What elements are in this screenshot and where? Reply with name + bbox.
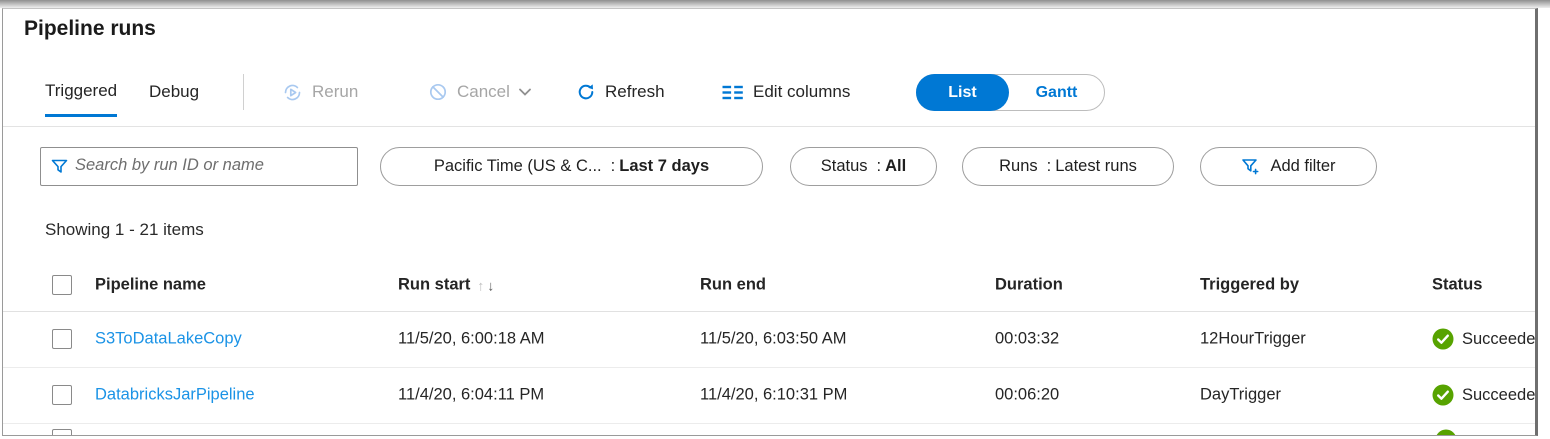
runs-filter[interactable]: Runs : Latest runs (962, 147, 1174, 186)
cancel-icon (429, 83, 447, 101)
succeeded-icon (1436, 429, 1456, 435)
filter-funnel-icon (51, 159, 68, 173)
duration-cell: 00:06:20 (995, 385, 1060, 404)
chevron-down-icon (519, 88, 531, 96)
column-header-label: Status (1432, 275, 1483, 294)
sort-ascending-icon: ↑ (477, 277, 485, 293)
tab-debug-label: Debug (149, 82, 200, 101)
table-row-partial (3, 423, 1535, 435)
rerun-label: Rerun (312, 82, 359, 101)
checkbox (52, 385, 72, 405)
status-cell: Succeeded (1432, 328, 1538, 350)
column-header-run-end[interactable]: Run end (700, 276, 766, 295)
filter-separator: : (610, 157, 616, 175)
succeeded-icon (1432, 384, 1454, 406)
duration-cell: 00:03:32 (995, 329, 1060, 348)
pipeline-runs-panel: Pipeline runs Triggered Debug Rerun Canc… (2, 8, 1538, 436)
column-header-label: Pipeline name (95, 275, 206, 294)
column-header-label: Triggered by (1200, 275, 1300, 294)
checkbox (52, 275, 72, 295)
column-header-duration[interactable]: Duration (995, 276, 1063, 295)
pipeline-name-link[interactable]: S3ToDataLakeCopy (95, 329, 242, 348)
column-header-run-start[interactable]: Run start ↑ ↓ (398, 276, 494, 295)
column-header-status[interactable]: Status (1432, 276, 1482, 295)
rerun-icon (284, 84, 301, 100)
search-box (40, 147, 358, 186)
time-range-filter-value: Last 7 days (619, 157, 710, 175)
runs-filter-label: Runs (999, 157, 1038, 175)
table-header-row: Pipeline name Run start ↑ ↓ Run end Dura… (3, 259, 1535, 312)
runs-filter-value: Latest runs (1055, 157, 1137, 175)
checkbox (52, 329, 72, 349)
column-header-label: Run end (700, 275, 766, 294)
toolbar: Triggered Debug Rerun Cancel (3, 67, 1535, 117)
tab-triggered[interactable]: Triggered (45, 67, 118, 117)
edit-columns-label: Edit columns (753, 82, 851, 101)
view-toggle-gantt-label: Gantt (1035, 83, 1078, 101)
toolbar-separator (3, 126, 1535, 127)
column-header-pipeline-name[interactable]: Pipeline name (95, 276, 206, 295)
status-filter[interactable]: Status : All (790, 147, 937, 186)
view-toggle-gantt[interactable]: Gantt (1009, 75, 1104, 110)
view-toggle-list[interactable]: List (916, 74, 1009, 111)
status-filter-value: All (885, 157, 907, 175)
triggered-by-cell: 12HourTrigger (1200, 329, 1306, 348)
status-filter-label: Status (820, 157, 868, 175)
column-header-label: Duration (995, 275, 1063, 294)
row-checkbox[interactable] (52, 385, 72, 405)
run-end-cell: 11/5/20, 6:03:50 AM (700, 329, 847, 348)
edit-columns-icon (722, 85, 743, 99)
run-start-cell: 11/5/20, 6:00:18 AM (398, 329, 545, 348)
rerun-button[interactable]: Rerun (282, 67, 358, 117)
time-range-filter[interactable]: Pacific Time (US & C... : Last 7 days (380, 147, 763, 186)
filter-separator: : (876, 157, 882, 175)
run-start-cell: 11/4/20, 6:04:11 PM (398, 385, 545, 404)
table-row: S3ToDataLakeCopy 11/5/20, 6:00:18 AM 11/… (3, 311, 1535, 368)
search-input[interactable] (75, 149, 349, 182)
add-filter-button[interactable]: Add filter (1200, 147, 1377, 186)
status-label: Succeeded (1462, 329, 1538, 348)
run-end-cell: 11/4/20, 6:10:31 PM (700, 385, 848, 404)
cancel-button[interactable]: Cancel (428, 67, 531, 117)
refresh-button[interactable]: Refresh (576, 67, 665, 117)
status-cell: Succeeded (1432, 384, 1538, 406)
triggered-by-cell: DayTrigger (1200, 385, 1281, 404)
items-summary: Showing 1 - 21 items (45, 220, 204, 239)
select-all-checkbox[interactable] (52, 275, 72, 295)
tab-debug[interactable]: Debug (149, 67, 199, 117)
view-toggle: List Gantt (916, 74, 1105, 111)
column-header-label: Run start (398, 275, 471, 294)
filter-separator: : (1046, 157, 1052, 175)
row-checkbox[interactable] (52, 329, 72, 349)
time-range-filter-label: Pacific Time (US & C... (433, 157, 602, 175)
toolbar-divider (243, 74, 244, 110)
page-title: Pipeline runs (24, 17, 156, 40)
view-toggle-list-label: List (948, 83, 977, 101)
cancel-label: Cancel (457, 82, 510, 101)
table-row: DatabricksJarPipeline 11/4/20, 6:04:11 P… (3, 367, 1535, 424)
refresh-label: Refresh (605, 82, 665, 101)
column-header-triggered-by[interactable]: Triggered by (1200, 276, 1299, 295)
tab-triggered-label: Triggered (45, 80, 118, 100)
edit-columns-button[interactable]: Edit columns (722, 67, 850, 117)
window-top-edge (0, 0, 1550, 8)
add-filter-label: Add filter (1270, 157, 1336, 175)
sort-descending-icon: ↓ (487, 277, 495, 293)
succeeded-icon (1432, 328, 1454, 350)
pipeline-name-link[interactable]: DatabricksJarPipeline (95, 385, 255, 404)
add-filter-funnel-icon (1242, 159, 1259, 175)
row-checkbox[interactable] (52, 429, 72, 435)
status-label: Succeeded (1462, 385, 1538, 404)
refresh-icon (578, 84, 594, 100)
